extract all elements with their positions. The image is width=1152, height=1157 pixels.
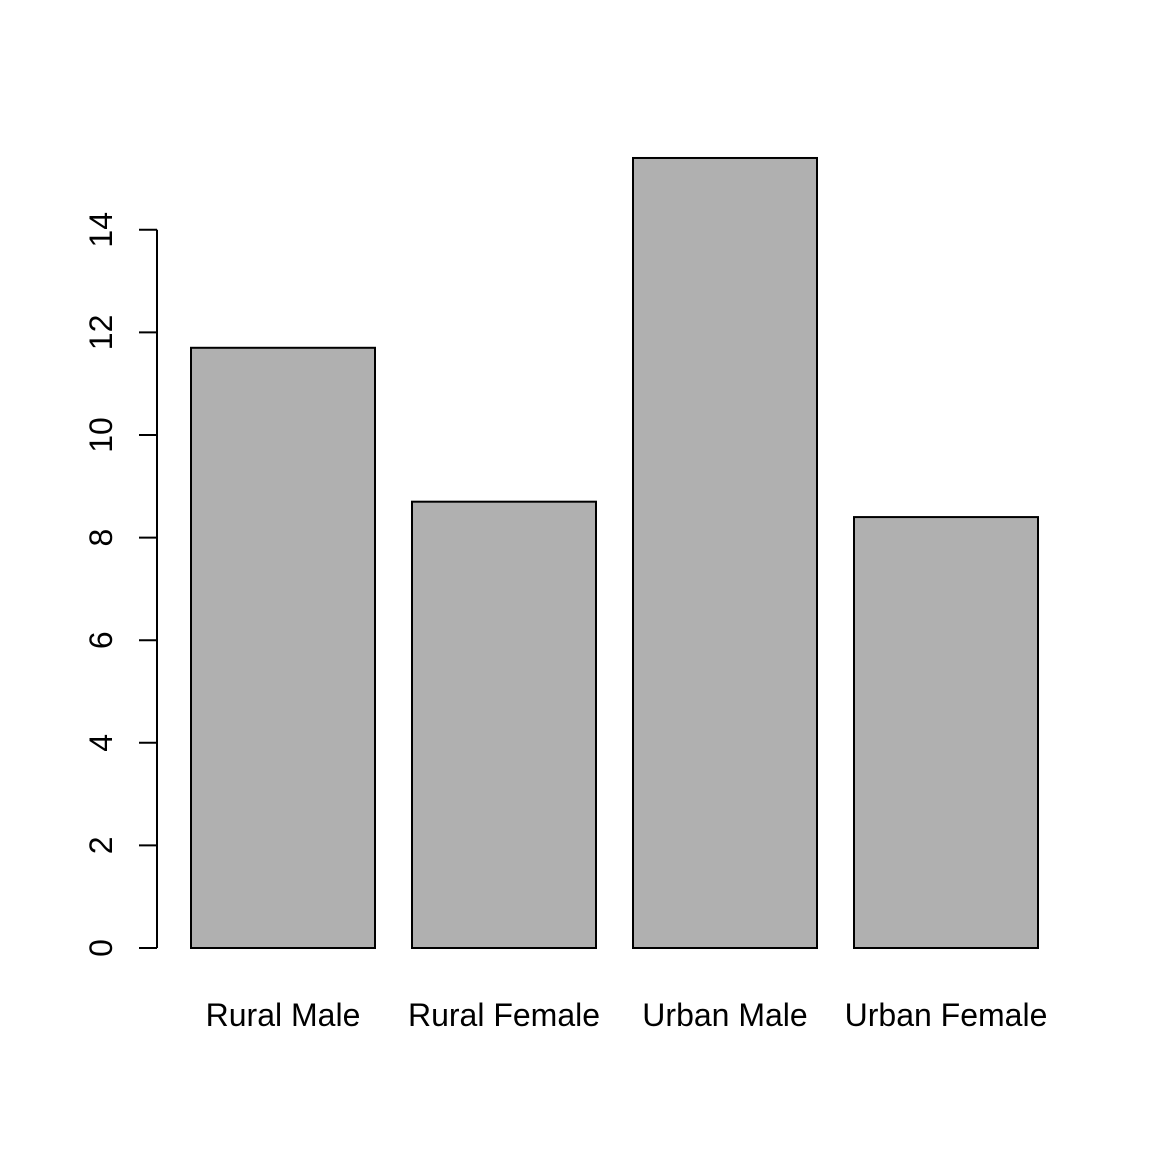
x-axis-labels: Rural Male Rural Female Urban Male Urban Fe… [206, 997, 1048, 1033]
y-tick-label-12: 12 [83, 315, 119, 351]
x-tick-label-urban-female: Urban Female [845, 997, 1048, 1033]
bar-rural-female [411, 500, 597, 949]
y-tick-label-2: 2 [83, 837, 119, 855]
bars-group [190, 156, 1039, 950]
y-tick-label-4: 4 [83, 734, 119, 752]
y-axis: 0 2 4 6 8 10 12 14 [83, 212, 158, 957]
y-tick-label-8: 8 [83, 529, 119, 547]
y-tick-label-0: 0 [83, 939, 119, 957]
bar-urban-male [632, 156, 818, 950]
x-tick-label-rural-female: Rural Female [408, 997, 600, 1033]
y-tick-label-6: 6 [83, 631, 119, 649]
y-tick-label-14: 14 [83, 212, 119, 248]
y-tick-label-10: 10 [83, 417, 119, 453]
bar-rural-male [190, 346, 376, 950]
x-tick-label-urban-male: Urban Male [642, 997, 807, 1033]
bar-urban-female [853, 516, 1039, 950]
x-tick-label-rural-male: Rural Male [206, 997, 361, 1033]
